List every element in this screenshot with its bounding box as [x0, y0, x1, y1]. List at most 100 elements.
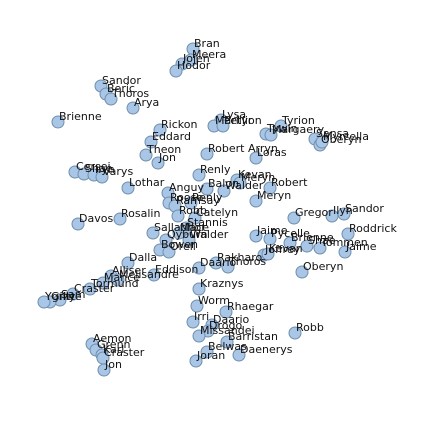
graph-node	[171, 209, 185, 223]
node-label: Sansa	[316, 127, 349, 140]
node-label: Rosalin	[121, 207, 160, 220]
node-label: Ilyn	[333, 204, 353, 217]
graph-node	[192, 282, 206, 296]
graph-node	[190, 299, 204, 313]
node-label: Mance	[104, 271, 140, 284]
node-label: Anguy	[169, 181, 204, 194]
graph-node	[313, 241, 327, 255]
graph-node	[147, 268, 161, 282]
node-label: Rickon	[161, 118, 197, 131]
graph-node	[217, 184, 231, 198]
node-label: Ilyn	[95, 163, 115, 176]
node-label: Tywin	[266, 122, 298, 135]
graph-node	[192, 261, 206, 275]
node-label: Sandor	[345, 202, 384, 215]
node-label: Orell	[170, 240, 196, 253]
graph-node	[113, 212, 127, 226]
node-label: Stannis	[187, 216, 228, 229]
node-label: Shae	[308, 234, 336, 247]
graph-node	[274, 119, 288, 133]
graph-node	[162, 245, 176, 259]
node-label: Robb	[179, 204, 207, 217]
node-label: Jaime	[256, 224, 288, 237]
node-label: Brienne	[291, 231, 334, 244]
node-label: Gregor	[295, 206, 333, 219]
node-label: Bowen	[161, 238, 198, 251]
graph-node	[96, 276, 110, 290]
node-label: Drogo	[209, 319, 242, 332]
graph-node	[288, 326, 302, 340]
node-label: Varys	[103, 165, 133, 178]
node-label: Theon	[146, 143, 181, 156]
node-label: Craster	[74, 282, 115, 295]
graph-node	[192, 168, 206, 182]
node-label: Karl	[103, 343, 124, 356]
node-label: Mace	[180, 221, 209, 234]
node-label: Tommen	[320, 236, 368, 249]
node-label: Myrcella	[323, 130, 369, 143]
node-label: Ygritte	[44, 290, 82, 303]
node-label: Robb	[296, 321, 324, 334]
graph-node	[95, 170, 109, 184]
node-layer	[37, 42, 355, 377]
node-label: Jon	[158, 151, 176, 164]
graph-node	[200, 147, 214, 161]
node-label: Dalla	[129, 251, 157, 264]
graph-node	[283, 236, 297, 250]
graph-node	[97, 363, 111, 377]
graph-node	[300, 239, 314, 253]
node-label: Beric	[107, 82, 135, 95]
node-label: Shae	[85, 162, 113, 175]
graph-node	[232, 348, 246, 362]
node-label: Joffrey	[264, 243, 301, 256]
graph-node	[104, 92, 118, 106]
graph-node	[315, 135, 329, 149]
graph-node	[111, 273, 125, 287]
graph-node	[153, 123, 167, 137]
node-label: Roose	[170, 191, 203, 204]
graph-node	[139, 148, 153, 162]
node-label: Tormund	[90, 277, 139, 290]
graph-node	[200, 182, 214, 196]
node-label: Loras	[257, 146, 287, 159]
node-label: Rakharo	[217, 251, 263, 264]
graph-node	[144, 135, 158, 149]
node-label: Renly	[192, 191, 223, 204]
node-label: Worm	[198, 294, 230, 307]
graph-node	[151, 156, 165, 170]
node-label: Grenn	[97, 338, 131, 351]
node-label: Hodor	[177, 59, 211, 72]
node-label: Robert Arryn	[208, 142, 278, 155]
graph-node	[338, 245, 352, 259]
graph-node	[216, 119, 230, 133]
graph-node	[126, 101, 140, 115]
node-label: Rhaegar	[227, 300, 274, 313]
graph-node	[261, 247, 275, 261]
graph-node	[186, 315, 200, 329]
graph-node	[192, 329, 206, 343]
graph-node	[264, 128, 278, 142]
node-label: Aemon	[93, 332, 132, 345]
graph-node	[233, 176, 247, 190]
node-label: Oberyn	[321, 133, 361, 146]
node-label: Thoros	[111, 87, 149, 100]
graph-node	[182, 233, 196, 247]
node-label: Brienne	[59, 110, 102, 123]
node-label: Daario	[200, 256, 237, 269]
node-label: Jaime	[345, 240, 377, 253]
node-label: Renly	[200, 163, 231, 176]
graph-node	[179, 221, 193, 235]
node-label: Daenerys	[240, 343, 293, 356]
node-label: Jojen	[182, 52, 210, 65]
node-label: Irri	[194, 310, 209, 323]
node-label: Bran	[194, 37, 220, 50]
graph-node	[287, 211, 301, 225]
node-label: Cersei	[76, 160, 111, 173]
node-label: Marillion	[215, 114, 262, 127]
label-layer: BranMeeraJojenHodorSandorBericThorosArya…	[44, 37, 397, 371]
graph-node	[121, 256, 135, 270]
node-label: Craster	[104, 346, 145, 359]
node-label: Robert	[271, 176, 308, 189]
node-label: Meryn	[241, 171, 275, 184]
node-label: Gilly	[51, 290, 76, 303]
